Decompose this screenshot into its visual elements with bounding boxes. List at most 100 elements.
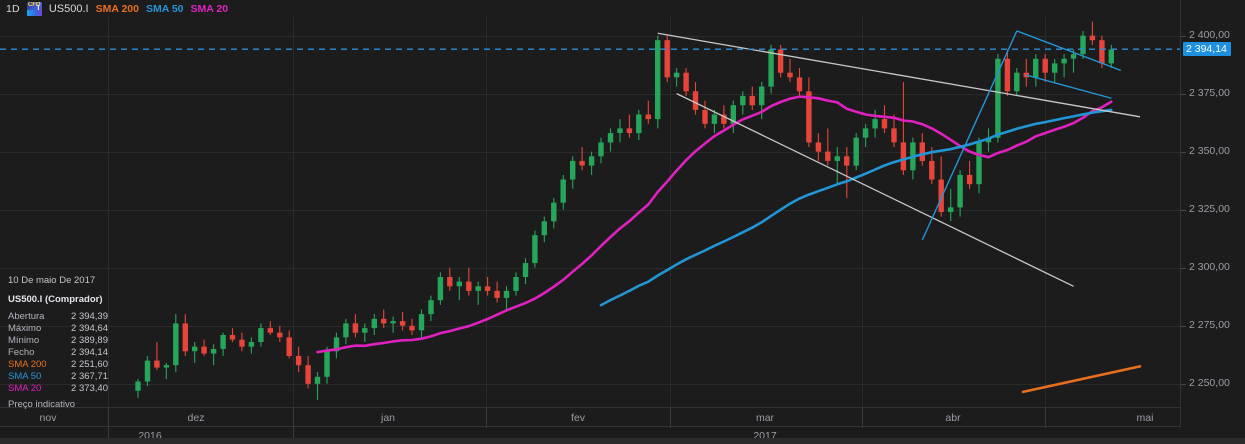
candle-body bbox=[248, 342, 255, 347]
trendline-upper-white bbox=[657, 32, 1141, 118]
price-tick-mark bbox=[1181, 35, 1186, 37]
wedge-rising-line bbox=[921, 30, 1018, 241]
legend-row-key: SMA 20 bbox=[8, 382, 42, 394]
candle-body bbox=[881, 119, 888, 129]
month-label: mar bbox=[755, 412, 775, 424]
candle-body bbox=[277, 332, 283, 338]
vertical-gridline bbox=[862, 17, 863, 407]
interval-label[interactable]: 1D bbox=[6, 2, 20, 15]
candle-body bbox=[560, 179, 566, 203]
month-label: nov bbox=[39, 412, 57, 424]
price-axis[interactable]: 2 400,00 2 375,00 2 350,00 2 325,00 2 300,00… bbox=[1180, 0, 1245, 427]
candle-body bbox=[390, 321, 396, 324]
candle-body bbox=[258, 328, 264, 342]
month-label: dez bbox=[187, 412, 205, 424]
horizontal-gridline bbox=[0, 325, 1180, 327]
cfd-badge-sub: I bbox=[37, 4, 40, 12]
candle-body bbox=[1061, 58, 1067, 64]
time-axis[interactable]: nov dez jan fev mar abr mai bbox=[0, 407, 1180, 428]
candle-body bbox=[343, 323, 349, 338]
chart-plot-area[interactable] bbox=[0, 17, 1180, 407]
wedge-upper-line bbox=[1016, 30, 1122, 72]
price-tick-mark bbox=[1181, 383, 1186, 385]
legend-sma20[interactable]: SMA 20 bbox=[190, 2, 229, 15]
candle-body bbox=[834, 156, 840, 161]
legend-row-value: 2 251,60 bbox=[71, 358, 108, 370]
candle-body bbox=[503, 290, 510, 298]
time-axis-divider bbox=[108, 408, 109, 428]
candle-group bbox=[135, 21, 1114, 400]
candle-body bbox=[702, 109, 708, 124]
horizontal-gridline bbox=[0, 151, 1180, 153]
legend-date: 10 De maio De 2017 bbox=[8, 275, 96, 286]
candle-body bbox=[787, 72, 793, 78]
time-axis-divider bbox=[293, 408, 294, 428]
current-price-label[interactable]: 2 394,14 bbox=[1183, 42, 1231, 57]
sma50-line bbox=[599, 108, 1113, 307]
candle-body bbox=[314, 376, 321, 384]
time-axis-divider bbox=[486, 408, 487, 428]
candle-body bbox=[551, 202, 557, 222]
candle-body bbox=[173, 323, 179, 366]
candle-body bbox=[333, 337, 340, 352]
candle-body bbox=[664, 40, 670, 78]
candle-body bbox=[522, 263, 529, 277]
legend-symbol-line: US500.I (Comprador) bbox=[8, 293, 103, 305]
candle-body bbox=[796, 77, 803, 92]
candle-body bbox=[144, 360, 151, 382]
candle-body bbox=[418, 314, 425, 331]
candle-body bbox=[541, 221, 547, 236]
price-tick-label: 2 300,00 bbox=[1189, 260, 1230, 273]
candle-body bbox=[673, 72, 680, 78]
candle-body bbox=[721, 114, 727, 124]
candle-body bbox=[645, 114, 651, 120]
vertical-gridline bbox=[1045, 17, 1046, 407]
candle-body bbox=[579, 160, 585, 166]
candle-body bbox=[1080, 35, 1086, 55]
candle-body bbox=[295, 355, 302, 366]
symbol-label[interactable]: US500.I bbox=[48, 2, 89, 15]
candle-body bbox=[844, 156, 850, 166]
candle-body bbox=[919, 142, 925, 161]
candle-body bbox=[220, 335, 226, 349]
price-tick-label: 2 400,00 bbox=[1189, 28, 1230, 41]
month-label: mai bbox=[1136, 412, 1154, 424]
price-tick-mark bbox=[1181, 93, 1186, 95]
candle-body bbox=[768, 49, 774, 87]
candle-body bbox=[929, 160, 935, 180]
candle-body bbox=[286, 337, 292, 356]
month-label: fev bbox=[570, 412, 586, 424]
horizontal-gridline bbox=[0, 35, 1180, 37]
candle-body bbox=[683, 72, 689, 92]
candle-body bbox=[399, 321, 406, 326]
candle-body bbox=[210, 349, 217, 354]
candle-body bbox=[1004, 58, 1011, 92]
candle-body bbox=[352, 323, 359, 333]
candle-body bbox=[872, 119, 878, 129]
candle-body bbox=[598, 142, 604, 157]
candle-body bbox=[966, 174, 973, 185]
legend-row: Máximo 2 394,64 bbox=[8, 323, 108, 335]
legend-sma200[interactable]: SMA 200 bbox=[95, 2, 139, 15]
candle-body bbox=[1014, 72, 1020, 92]
candle-body bbox=[976, 142, 982, 185]
legend-row-key: Abertura bbox=[8, 310, 45, 322]
legend-row-value: 2 394,39 bbox=[71, 310, 108, 322]
price-tick-mark bbox=[1181, 209, 1186, 211]
candle-body bbox=[154, 360, 160, 368]
legend-footer: Preço indicativo bbox=[8, 398, 76, 410]
legend-sma50[interactable]: SMA 50 bbox=[145, 2, 184, 15]
candle-body bbox=[135, 381, 141, 391]
candle-body bbox=[532, 235, 538, 264]
candle-body bbox=[759, 86, 765, 106]
legend-row-value: 2 389,89 bbox=[71, 334, 108, 346]
legend-row-key: Máximo bbox=[8, 322, 42, 334]
candle-body bbox=[900, 142, 907, 171]
month-label: jan bbox=[380, 412, 396, 424]
time-axis-divider bbox=[862, 408, 863, 428]
horizontal-gridline bbox=[0, 209, 1180, 211]
wedge-lower-line bbox=[1026, 74, 1112, 99]
legend-row: SMA 200 2 251,60 bbox=[8, 359, 108, 371]
candle-body bbox=[409, 325, 415, 331]
legend-row-value: 2 367,71 bbox=[71, 370, 108, 382]
